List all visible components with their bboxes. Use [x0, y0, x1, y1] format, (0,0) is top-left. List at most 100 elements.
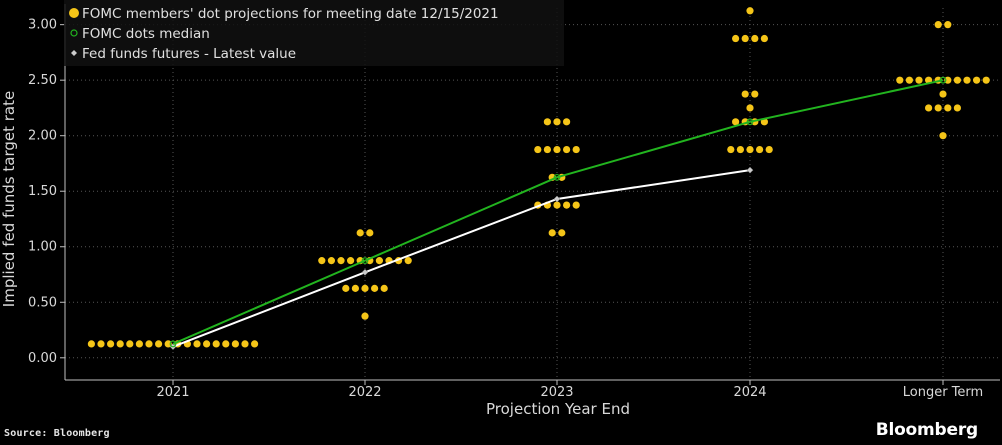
- futures-point: [361, 268, 369, 276]
- dot-projection-point: [327, 257, 335, 265]
- dot-projection-point: [944, 76, 952, 84]
- futures-line: [172, 169, 751, 348]
- dot-projection-point: [563, 118, 571, 126]
- dot-projection-point: [107, 340, 115, 348]
- dot-projection-point: [896, 76, 904, 84]
- y-tick-label: 2.00: [28, 129, 57, 144]
- dot-projection-point: [944, 104, 952, 112]
- median-point: [553, 173, 561, 181]
- legend-label: FOMC members' dot projections for meetin…: [82, 6, 499, 22]
- x-tick-label: Longer Term: [903, 385, 983, 400]
- dot-projection-point: [746, 145, 754, 154]
- dot-projection-point: [534, 145, 542, 154]
- dot-projection-point: [116, 340, 124, 348]
- median-line: [172, 79, 944, 345]
- dot-projection-point: [572, 145, 580, 154]
- dot-projection-point: [361, 284, 369, 292]
- bloomberg-logo: Bloomberg: [875, 420, 979, 440]
- dot-projection-point: [155, 340, 163, 348]
- y-tick-label: 1.00: [28, 240, 57, 255]
- dot-projection-point: [164, 340, 172, 348]
- dot-projection-point: [553, 145, 561, 154]
- legend-diamond-icon: [71, 50, 77, 56]
- dot-projection-point: [347, 257, 355, 265]
- dot-projection-point: [751, 90, 759, 98]
- dot-projection-point: [939, 132, 947, 140]
- x-tick-label: 2023: [540, 385, 573, 400]
- dot-projection-point: [751, 34, 759, 43]
- dot-projection-point: [203, 340, 211, 348]
- dot-projection-point: [765, 145, 773, 154]
- dot-projection-point: [356, 229, 364, 237]
- futures-point: [553, 195, 561, 203]
- dot-projection-point: [727, 145, 735, 154]
- dot-projection-point: [126, 340, 134, 348]
- dot-projection-point: [953, 104, 962, 112]
- dot-projection-point: [553, 201, 561, 209]
- dot-projection-point: [736, 145, 745, 154]
- dot-projection-point: [925, 104, 933, 112]
- dot-projection-point: [915, 76, 923, 84]
- dot-projection-point: [193, 340, 201, 348]
- dot-projection-point: [760, 34, 769, 43]
- source-note: Source: Bloomberg: [4, 428, 110, 439]
- legend-dot-icon: [69, 8, 79, 18]
- median-point: [939, 76, 947, 84]
- dot-projection-point: [741, 34, 749, 43]
- dot-projection-point: [366, 229, 374, 237]
- dot-projection-point: [558, 229, 566, 237]
- legend-circle-icon: [70, 29, 78, 37]
- y-tick-label: 3.00: [28, 18, 57, 33]
- y-tick-label: 0.50: [28, 295, 57, 310]
- y-axis-title: Implied fed funds target rate: [0, 91, 18, 307]
- dot-projection-point: [944, 21, 952, 29]
- dot-projection-point: [934, 21, 942, 29]
- dot-projection-point: [351, 284, 359, 292]
- dot-projection-point: [953, 76, 962, 84]
- x-tick-label: 2022: [348, 385, 381, 400]
- dot-projection-point: [222, 340, 230, 348]
- dot-projection-point: [97, 340, 105, 348]
- dot-projection-point: [145, 340, 153, 348]
- dot-projection-point: [756, 145, 764, 154]
- legend-label: Fed funds futures - Latest value: [82, 46, 296, 62]
- dot-projection-point: [563, 201, 571, 209]
- dot-projection-point: [934, 104, 942, 112]
- dot-projection-point: [982, 76, 990, 84]
- dot-projection-point: [212, 340, 220, 348]
- dot-projection-point: [548, 229, 556, 237]
- legend-box: [64, 0, 564, 66]
- dot-projection-point: [973, 76, 981, 84]
- dot-projection-point: [361, 312, 369, 320]
- median-point: [361, 257, 369, 265]
- dot-projection-point: [375, 257, 383, 265]
- dot-projection-point: [241, 340, 249, 348]
- dot-projection-point: [135, 340, 143, 348]
- dot-projection-point: [572, 201, 580, 209]
- dot-projection-point: [939, 90, 947, 98]
- dot-projection-point: [337, 257, 345, 265]
- dot-projection-point: [563, 145, 571, 154]
- dot-projection-point: [251, 340, 259, 348]
- median-point: [746, 118, 754, 126]
- legend-label: FOMC dots median: [82, 26, 210, 42]
- y-tick-label: 1.50: [28, 184, 57, 199]
- dot-projection-point: [404, 257, 412, 265]
- y-tick-label: 2.50: [28, 73, 57, 88]
- dot-projection-point: [380, 284, 388, 292]
- dot-projection-point: [543, 145, 552, 154]
- dot-projection-point: [87, 340, 95, 348]
- median-point: [169, 340, 177, 348]
- y-tick-label: 0.00: [28, 351, 57, 366]
- dot-projection-point: [732, 34, 740, 43]
- dot-projection-point: [741, 90, 749, 98]
- dot-projection-point: [231, 340, 239, 348]
- x-tick-label: 2021: [156, 385, 189, 400]
- dot-projection-point: [543, 118, 552, 126]
- futures-point: [746, 166, 754, 174]
- dot-projection-point: [746, 104, 754, 112]
- x-axis-title: Projection Year End: [486, 400, 630, 418]
- dot-projection-point: [342, 284, 350, 292]
